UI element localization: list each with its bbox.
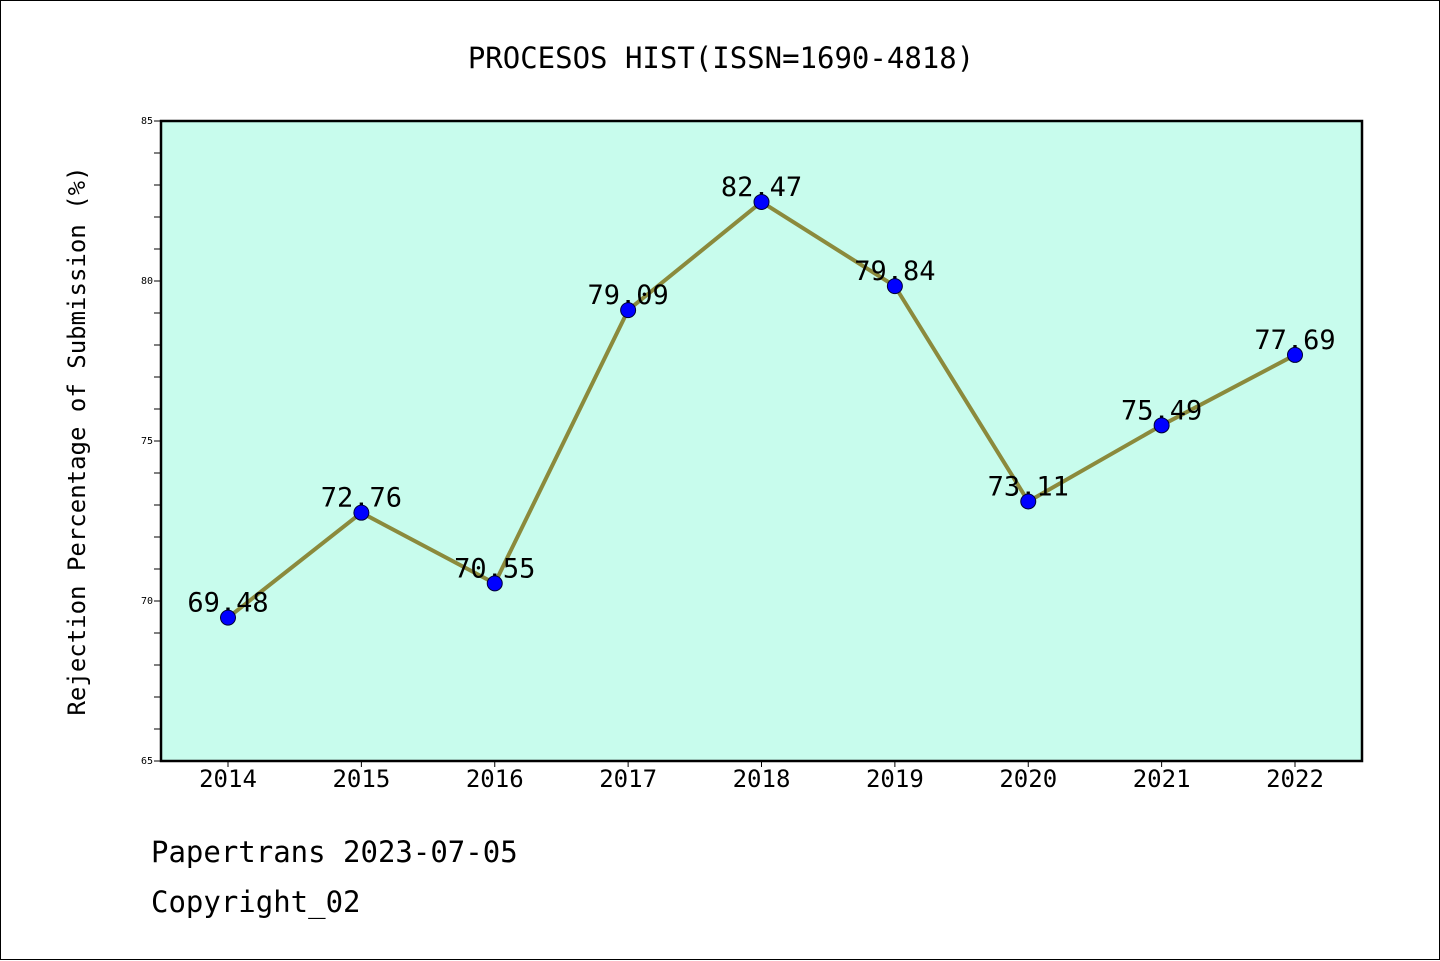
- y-tick-label: 70: [141, 596, 153, 607]
- data-point: [620, 302, 637, 319]
- data-point: [1153, 417, 1170, 434]
- x-tick-label: 2016: [466, 765, 524, 793]
- plot-border: [159, 119, 1364, 763]
- data-point: [886, 278, 903, 295]
- x-tick-label: 2020: [999, 765, 1057, 793]
- x-tick-label: 2017: [599, 765, 657, 793]
- footer-copyright: Copyright_02: [151, 885, 361, 919]
- plot-area: [161, 121, 1362, 761]
- data-point: [1020, 493, 1037, 510]
- y-tick-label: 85: [141, 116, 153, 127]
- y-tick-label: 65: [141, 756, 153, 767]
- x-tick-label: 2018: [733, 765, 791, 793]
- data-point: [753, 193, 770, 210]
- data-point: [220, 609, 236, 626]
- data-point: [486, 575, 503, 592]
- x-tick-label: 2022: [1266, 765, 1324, 793]
- y-tick-label: 80: [141, 276, 153, 287]
- y-axis-label: Rejection Percentage of Submission (%): [63, 166, 91, 715]
- data-point: [353, 504, 370, 521]
- x-tick-label: 2021: [1133, 765, 1191, 793]
- chart-title: PROCESOS HIST(ISSN=1690-4818): [468, 41, 974, 75]
- x-tick-label: 2019: [866, 765, 924, 793]
- data-point: [1287, 346, 1303, 363]
- x-tick-label: 2015: [332, 765, 390, 793]
- x-tick-label: 2014: [199, 765, 257, 793]
- y-tick-label: 75: [141, 436, 153, 447]
- footer-date: Papertrans 2023-07-05: [151, 835, 518, 869]
